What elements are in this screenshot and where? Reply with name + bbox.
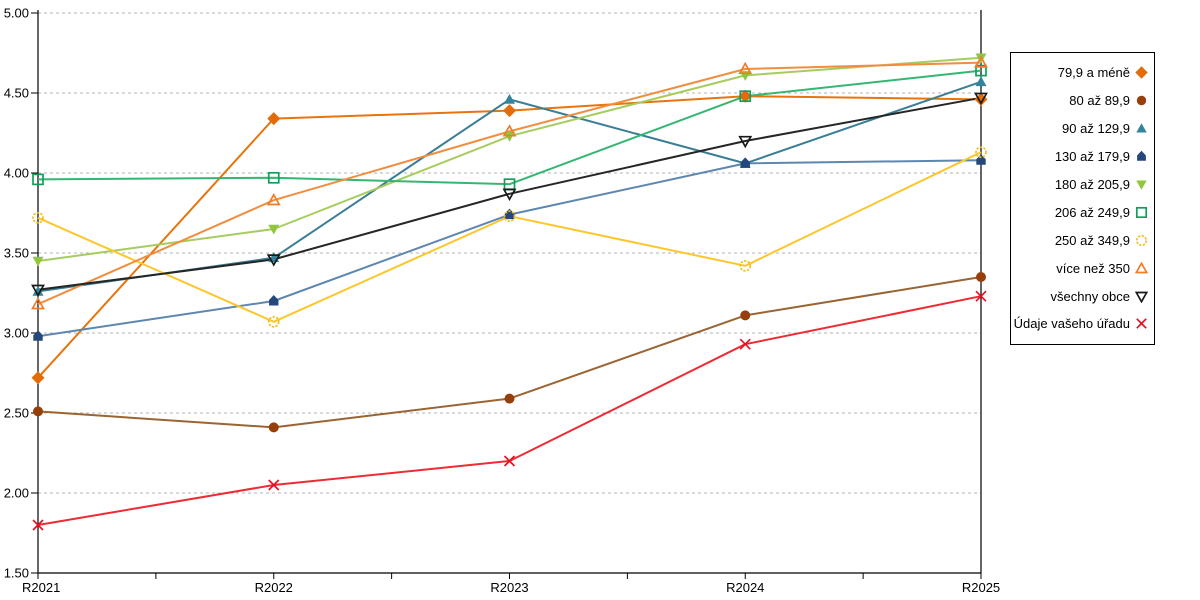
x-tick-label: R2021 [22, 580, 60, 595]
legend-label: více než 350 [1056, 260, 1130, 276]
series-line-8 [37, 61, 982, 306]
series-markers-2 [33, 272, 986, 433]
y-tick-label: 2.00 [4, 486, 29, 501]
legend-label: všechny obce [1050, 288, 1131, 304]
series-markers-10 [32, 290, 987, 531]
legend-item: 90 až 129,9 [1011, 118, 1154, 140]
triangle-up-marker-icon [1135, 261, 1148, 274]
legend-label: 79,9 a méně [1057, 65, 1130, 81]
legend-label: 80 až 89,9 [1069, 93, 1130, 109]
legend-label: 250 až 349,9 [1054, 232, 1130, 248]
legend-label: 90 až 129,9 [1062, 121, 1130, 137]
legend-item: více než 350 [1011, 257, 1154, 279]
series-markers-4 [33, 154, 986, 341]
y-tick-label: 3.00 [4, 326, 29, 341]
series-line-4 [37, 159, 982, 338]
x-marker-icon [1136, 318, 1147, 330]
legend-item: 250 až 349,9 [1011, 229, 1154, 251]
legend-label: Údaje vašeho úřadu [1013, 316, 1130, 332]
legend-item: všechny obce [1011, 285, 1154, 307]
series-line-6 [37, 69, 982, 186]
x-tick-label: R2025 [962, 580, 1000, 595]
series-markers-8 [31, 55, 988, 310]
y-tick-label: 4.50 [4, 86, 29, 101]
square-marker-icon [1135, 206, 1148, 218]
legend-item: 79,9 a méně [1011, 62, 1154, 84]
legend-item: 130 až 179,9 [1011, 146, 1154, 168]
diamond-marker-icon [1135, 66, 1148, 80]
legend-item: Údaje vašeho úřadu [1011, 313, 1154, 335]
y-tick-label: 3.50 [4, 246, 29, 261]
legend: 79,9 a méně 80 až 89,9 90 až 129,9 130 až 1… [1010, 52, 1155, 345]
y-tick-label: 4.00 [4, 166, 29, 181]
legend-label: 130 až 179,9 [1054, 149, 1130, 165]
series-markers-7 [32, 146, 987, 328]
circle-marker-icon [1135, 234, 1148, 246]
series-line-9 [37, 96, 982, 291]
legend-label: 180 až 205,9 [1054, 177, 1130, 192]
legend-item: 180 až 205,9 [1011, 174, 1154, 196]
circle-marker-icon [1136, 96, 1147, 106]
legend-item: 206 až 249,9 [1011, 201, 1154, 223]
triangle-down-marker-icon [1136, 180, 1147, 190]
series-markers-9 [31, 92, 988, 298]
x-tick-label: R2023 [490, 580, 528, 595]
y-tick-label: 1.50 [4, 566, 29, 581]
triangle-down-marker-icon [1135, 291, 1148, 303]
series-line-10 [37, 295, 982, 526]
series-line-2 [37, 276, 982, 429]
series-line-5 [37, 56, 982, 262]
x-tick-label: R2024 [726, 580, 764, 595]
legend-item: 80 až 89,9 [1011, 90, 1154, 112]
pentagon-marker-icon [1137, 150, 1146, 161]
triangle-up-marker-icon [1136, 123, 1147, 133]
y-tick-label: 5.00 [4, 6, 29, 21]
legend-label: 206 až 249,9 [1054, 204, 1130, 220]
x-tick-label: R2022 [255, 580, 293, 595]
y-tick-label: 2.50 [4, 406, 29, 421]
